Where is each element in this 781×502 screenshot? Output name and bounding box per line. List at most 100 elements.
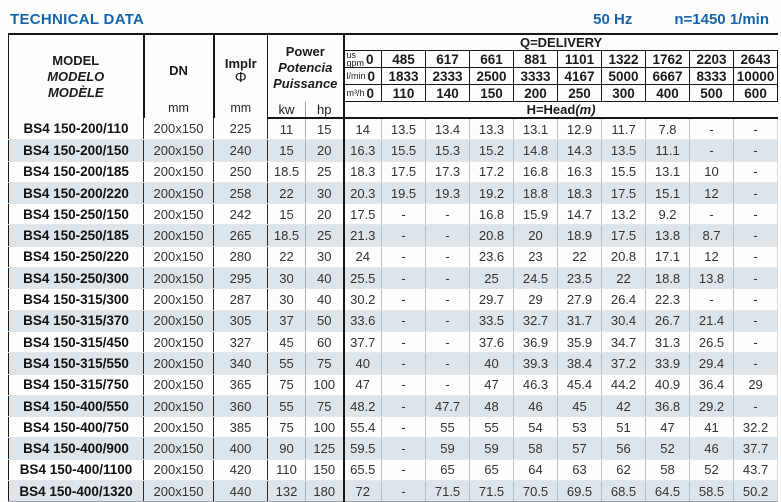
delivery-value-header: 1322 xyxy=(601,50,647,68)
head-value-cell: 57 xyxy=(557,437,603,460)
head-value-cell: 33.6 xyxy=(343,310,383,332)
head-value-cell: 30.2 xyxy=(343,288,383,311)
head-value-cell: 11.7 xyxy=(601,118,647,141)
head-value-cell: 55 xyxy=(425,416,471,439)
head-value-cell: - xyxy=(381,459,427,482)
model-label-fr: MODÈLE xyxy=(47,84,104,100)
model-cell: BS4 150-250/185 xyxy=(8,224,144,247)
spec-cell: 200x150 xyxy=(143,310,214,332)
head-value-cell: 59 xyxy=(425,437,471,460)
spec-cell: 20 xyxy=(305,139,345,162)
head-value-cell: - xyxy=(381,246,427,269)
spec-cell: 75 xyxy=(305,395,345,418)
head-value-cell: 19.5 xyxy=(381,182,427,205)
delivery-value-header: 400 xyxy=(645,84,691,102)
head-value-cell: 33.5 xyxy=(469,310,515,332)
head-value-cell: 29.4 xyxy=(689,352,735,375)
delivery-value-header: 485 xyxy=(381,50,427,68)
spec-cell: 150 xyxy=(305,459,345,482)
head-value-cell: 17.5 xyxy=(601,182,647,205)
delivery-value-header: 300 xyxy=(601,84,647,102)
head-value-cell: - xyxy=(733,267,779,290)
head-value-cell: 17.3 xyxy=(425,161,471,183)
head-value-cell: - xyxy=(381,310,427,332)
head-value-cell: - xyxy=(689,118,735,141)
head-value-cell: 13.3 xyxy=(469,118,515,141)
head-value-cell: 26.5 xyxy=(689,331,735,354)
head-value-cell: - xyxy=(733,118,779,141)
delivery-value-header: 617 xyxy=(425,50,471,68)
model-cell: BS4 150-315/370 xyxy=(8,310,144,332)
head-value-cell: 50.2 xyxy=(733,480,779,502)
table-row: BS4 150-200/110 200x150 225 11 15 14 13.5 13.4 1… xyxy=(8,118,779,141)
spec-cell: 90 xyxy=(267,437,306,460)
spec-cell: 30 xyxy=(305,246,345,269)
head-value-cell: - xyxy=(689,288,735,311)
spec-cell: 25 xyxy=(305,224,345,247)
head-value-cell: 70.5 xyxy=(513,480,559,502)
spec-cell: 360 xyxy=(213,395,268,418)
table-row: BS4 150-400/1100 200x150 420 110 150 65.5-65 6… xyxy=(8,459,779,482)
head-value-cell: - xyxy=(381,416,427,439)
table-row: BS4 150-250/220 200x150 280 22 30 24- -23.6 23 2… xyxy=(8,246,779,269)
spec-cell: 287 xyxy=(213,288,268,311)
head-value-cell: 34.7 xyxy=(601,331,647,354)
delivery-value-header: 1101 xyxy=(557,50,603,68)
spec-cell: 420 xyxy=(213,459,268,482)
head-value-cell: - xyxy=(733,161,779,183)
head-value-cell: 23 xyxy=(513,246,559,269)
head-value-cell: 64 xyxy=(513,459,559,482)
delivery-unit-cell: m³/h 0 xyxy=(342,84,383,102)
head-value-cell: - xyxy=(733,288,779,311)
head-value-cell: - xyxy=(381,352,427,375)
head-value-cell: 22.3 xyxy=(645,288,691,311)
head-value-cell: 23.5 xyxy=(557,267,603,290)
delivery-value-header: 200 xyxy=(513,84,559,102)
delivery-value-header: 2333 xyxy=(425,67,471,85)
head-value-cell: 17.5 xyxy=(381,161,427,183)
spec-cell: 30 xyxy=(305,182,345,205)
head-value-cell: 9.2 xyxy=(645,203,691,226)
spec-cell: 40 xyxy=(305,267,345,290)
model-cell: BS4 150-400/550 xyxy=(8,395,144,418)
head-value-cell: 37.6 xyxy=(469,331,515,354)
head-value-cell: - xyxy=(425,203,471,226)
spec-cell: 45 xyxy=(267,331,306,354)
head-value-cell: 29 xyxy=(513,288,559,311)
head-value-cell: 16.8 xyxy=(513,161,559,183)
head-value-cell: 17.2 xyxy=(469,161,515,183)
head-value-cell: 14.3 xyxy=(557,139,603,162)
head-value-cell: 13.5 xyxy=(601,139,647,162)
head-value-cell: 41 xyxy=(689,416,735,439)
delivery-value-header: 1762 xyxy=(645,50,691,68)
head-value-cell: 20.8 xyxy=(601,246,647,269)
delivery-value-header: 3333 xyxy=(513,67,559,85)
delivery-value-header: 250 xyxy=(557,84,603,102)
delivery-value-header: 4167 xyxy=(557,67,603,85)
head-value-cell: 45.4 xyxy=(557,374,603,396)
head-value-cell: - xyxy=(733,139,779,162)
head-value-cell: 32.2 xyxy=(733,416,779,439)
head-value-cell: 18.8 xyxy=(513,182,559,205)
spec-cell: 440 xyxy=(213,480,268,502)
model-cell: BS4 150-315/300 xyxy=(8,288,144,311)
head-value-cell: 26.4 xyxy=(601,288,647,311)
spec-cell: 60 xyxy=(305,331,345,354)
spec-cell: 200x150 xyxy=(143,224,214,247)
head-value-cell: 68.5 xyxy=(601,480,647,502)
spec-cell: 200x150 xyxy=(143,203,214,226)
page-title: TECHNICAL DATA xyxy=(10,11,145,28)
head-header: H=Head(m) xyxy=(343,101,778,119)
head-value-cell: 19.3 xyxy=(425,182,471,205)
head-value-cell: - xyxy=(733,310,779,332)
spec-cell: 110 xyxy=(267,459,306,482)
head-value-cell: 29.7 xyxy=(469,288,515,311)
head-value-cell: - xyxy=(381,288,427,311)
model-cell: BS4 150-400/1100 xyxy=(8,459,144,482)
head-value-cell: 65 xyxy=(425,459,471,482)
head-value-cell: 15.5 xyxy=(601,161,647,183)
operating-conditions: 50 Hz n=1450 1/min xyxy=(593,11,769,28)
head-value-cell: 13.8 xyxy=(645,224,691,247)
spec-cell: 305 xyxy=(213,310,268,332)
head-value-cell: - xyxy=(733,182,779,205)
